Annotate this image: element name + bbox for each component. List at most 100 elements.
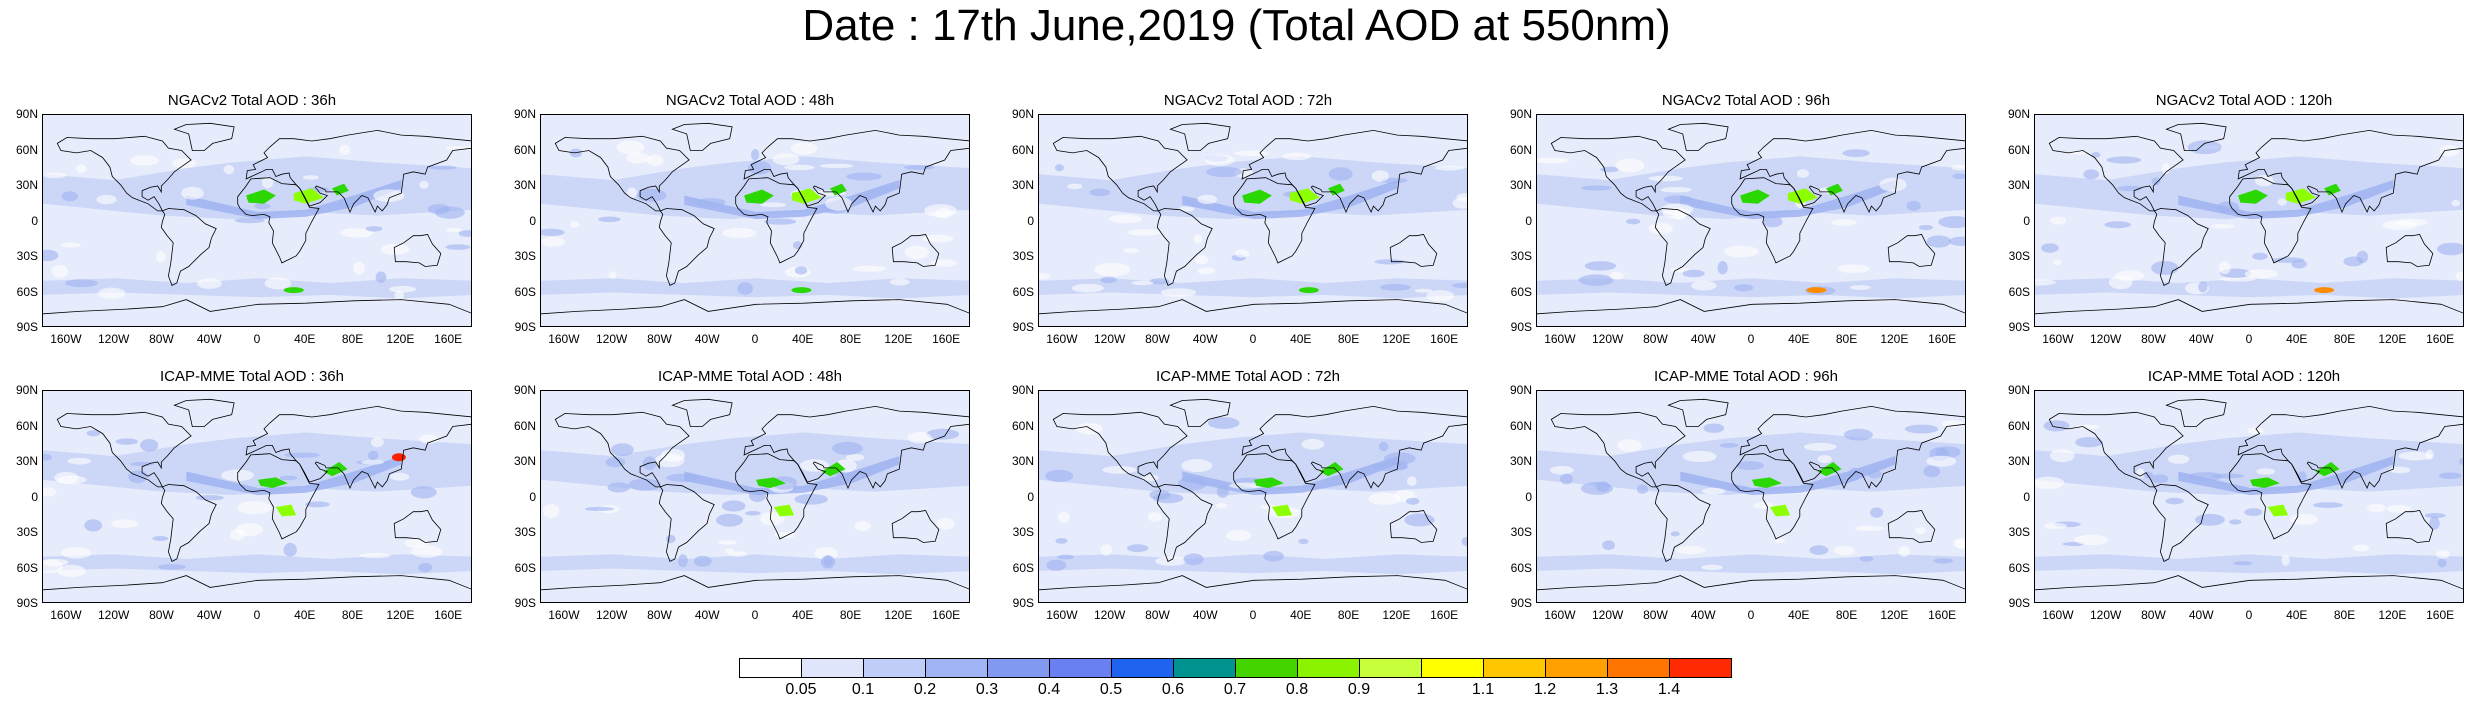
aod-blotch <box>1595 481 1611 492</box>
aod-blotch <box>1414 288 1433 293</box>
aod-blotch <box>1636 484 1649 494</box>
aod-blotch <box>716 513 743 527</box>
aod-blotch <box>2247 427 2264 434</box>
longitude-tick-label: 80W <box>1145 332 1170 346</box>
south-america-coastline <box>160 208 217 286</box>
aod-blotch <box>2198 281 2208 293</box>
aod-blotch <box>279 475 298 481</box>
africa-coastline <box>1233 177 1316 264</box>
aod-blotch <box>1102 466 1137 474</box>
aod-blotch <box>365 226 383 232</box>
latitude-tick-label: 30S <box>1012 525 1034 539</box>
aod-blotch <box>1234 150 1270 157</box>
aod-blotch <box>1234 249 1250 258</box>
longitude-tick-label: 40E <box>2286 332 2308 346</box>
aod-blotch <box>1298 538 1309 544</box>
aod-hotspot <box>1817 462 1842 477</box>
aod-blotch <box>1407 476 1417 486</box>
aod-blotch <box>737 282 753 295</box>
longitude-tick-label: 160W <box>2042 608 2074 622</box>
latitude-tick-label: 0 <box>529 213 536 228</box>
australia-coastline <box>1887 234 1936 267</box>
aod-blotch <box>1938 216 1965 229</box>
north-america-coastline <box>56 411 192 488</box>
aod-blotch <box>1178 206 1195 212</box>
aod-blotch <box>1282 152 1312 161</box>
antarctica-coastline <box>43 575 471 591</box>
latitude-tick-label: 90N <box>513 107 536 121</box>
aod-field <box>43 278 471 299</box>
colorbar-label: 1 <box>1416 681 1426 698</box>
aod-hotspot <box>1328 183 1345 196</box>
aod-blotch <box>2244 508 2263 516</box>
aod-blotch <box>607 482 630 493</box>
aod-blotch <box>1204 154 1235 166</box>
aod-blotch <box>2035 476 2065 490</box>
aod-blotch <box>1702 487 1725 495</box>
longitude-tick-label: 160E <box>2426 332 2455 346</box>
aod-map <box>2035 391 2463 602</box>
longitude-tick-label: 40W <box>694 608 720 622</box>
figure-title: Date : 17th June,2019 (Total AOD at 550n… <box>802 1 1671 50</box>
latitude-tick-label: 60S <box>16 284 38 299</box>
aod-blotch <box>445 244 471 250</box>
latitude-tick-label: 0 <box>2023 489 2030 504</box>
longitude-tick-label: 120W <box>1093 608 1126 622</box>
aod-blotch <box>2049 449 2075 463</box>
latitude-tick-label: 60S <box>514 560 536 575</box>
aod-blotch <box>152 536 169 541</box>
aod-field <box>1182 180 1398 220</box>
aod-field <box>43 554 471 575</box>
longitude-tick-label: 40E <box>294 608 316 622</box>
north-america-coastline <box>1052 411 1188 488</box>
aod-blotch <box>790 142 818 155</box>
latitude-tick-label: 30S <box>2008 249 2030 263</box>
longitude-tick-label: 160W <box>548 332 580 346</box>
aod-blotch <box>2367 503 2386 513</box>
longitude-tick-label: 0 <box>253 608 261 622</box>
aod-blotch <box>1155 556 1187 566</box>
africa-coastline <box>1731 453 1814 540</box>
eurasia-coastline <box>1739 129 1965 214</box>
aod-blotch <box>284 452 320 458</box>
aod-blotch <box>1809 545 1829 555</box>
longitude-tick-label: 40E <box>1290 332 1312 346</box>
north-america-coastline <box>1052 135 1188 212</box>
aod-blotch <box>1817 455 1832 464</box>
aod-blotch <box>1951 164 1965 171</box>
aod-blotch <box>1451 282 1467 289</box>
south-america-coastline <box>1156 484 1213 562</box>
aod-blotch <box>223 164 235 175</box>
panel-title: ICAP-MME Total AOD : 48h <box>658 368 842 385</box>
longitude-tick-label: 160E <box>434 332 463 346</box>
aod-blotch <box>541 228 565 236</box>
aod-field <box>43 432 471 496</box>
aod-blotch <box>2455 271 2463 281</box>
aod-blotch <box>2041 243 2059 253</box>
longitude-tick-label: 40E <box>1290 608 1312 622</box>
aod-blotch <box>1831 219 1857 226</box>
aod-blotch <box>2167 454 2190 464</box>
aod-blotch <box>845 454 865 461</box>
aod-blotch <box>446 227 462 233</box>
latitude-tick-label: 0 <box>1027 213 1034 228</box>
aod-blotch <box>67 457 92 465</box>
aod-blotch <box>1054 164 1064 172</box>
aod-hotspot <box>744 189 774 204</box>
longitude-tick-label: 0 <box>1747 608 1755 622</box>
aod-blotch <box>390 472 410 481</box>
aod-field <box>1680 180 1896 220</box>
antarctica-coastline <box>541 575 969 591</box>
aod-blotch <box>1796 169 1809 178</box>
latitude-tick-label: 30S <box>2008 525 2030 539</box>
greenland-coastline <box>1169 398 1231 427</box>
aod-blotch <box>1648 175 1683 182</box>
aod-blotch <box>86 430 101 437</box>
north-america-coastline <box>554 135 690 212</box>
longitude-tick-label: 80E <box>1337 608 1360 622</box>
latitude-tick-label: 60N <box>1509 142 1532 157</box>
latitude-tick-label: 30S <box>514 525 536 539</box>
latitude-tick-label: 60N <box>1011 142 1034 157</box>
aod-blotch <box>784 164 815 171</box>
greenland-coastline <box>1667 398 1729 427</box>
